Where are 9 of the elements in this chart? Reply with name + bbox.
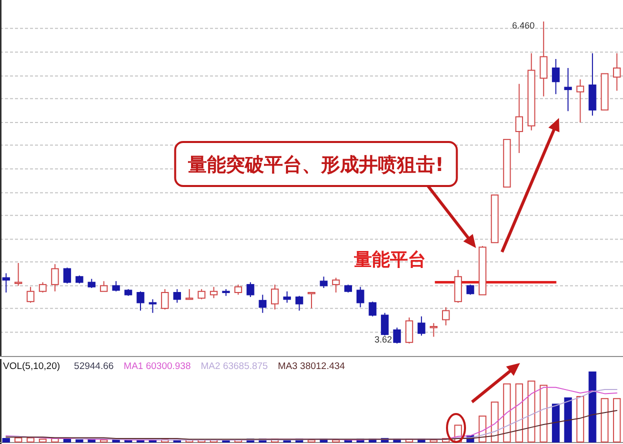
annotation: 3.62 <box>374 334 392 345</box>
annotation: 量能突破平台、形成井喷狙击! <box>187 154 444 176</box>
text: MA3 38012.434 <box>278 361 345 372</box>
annotation: 6.460 <box>512 20 535 31</box>
text: MA1 60300.938 <box>124 361 191 372</box>
annotation: 52944.66 <box>74 361 114 372</box>
ref-line-label: 量能平台 <box>352 249 426 270</box>
chart-title: VOL(5,10,20) <box>3 361 60 372</box>
text: MA2 63685.875 <box>200 361 268 372</box>
